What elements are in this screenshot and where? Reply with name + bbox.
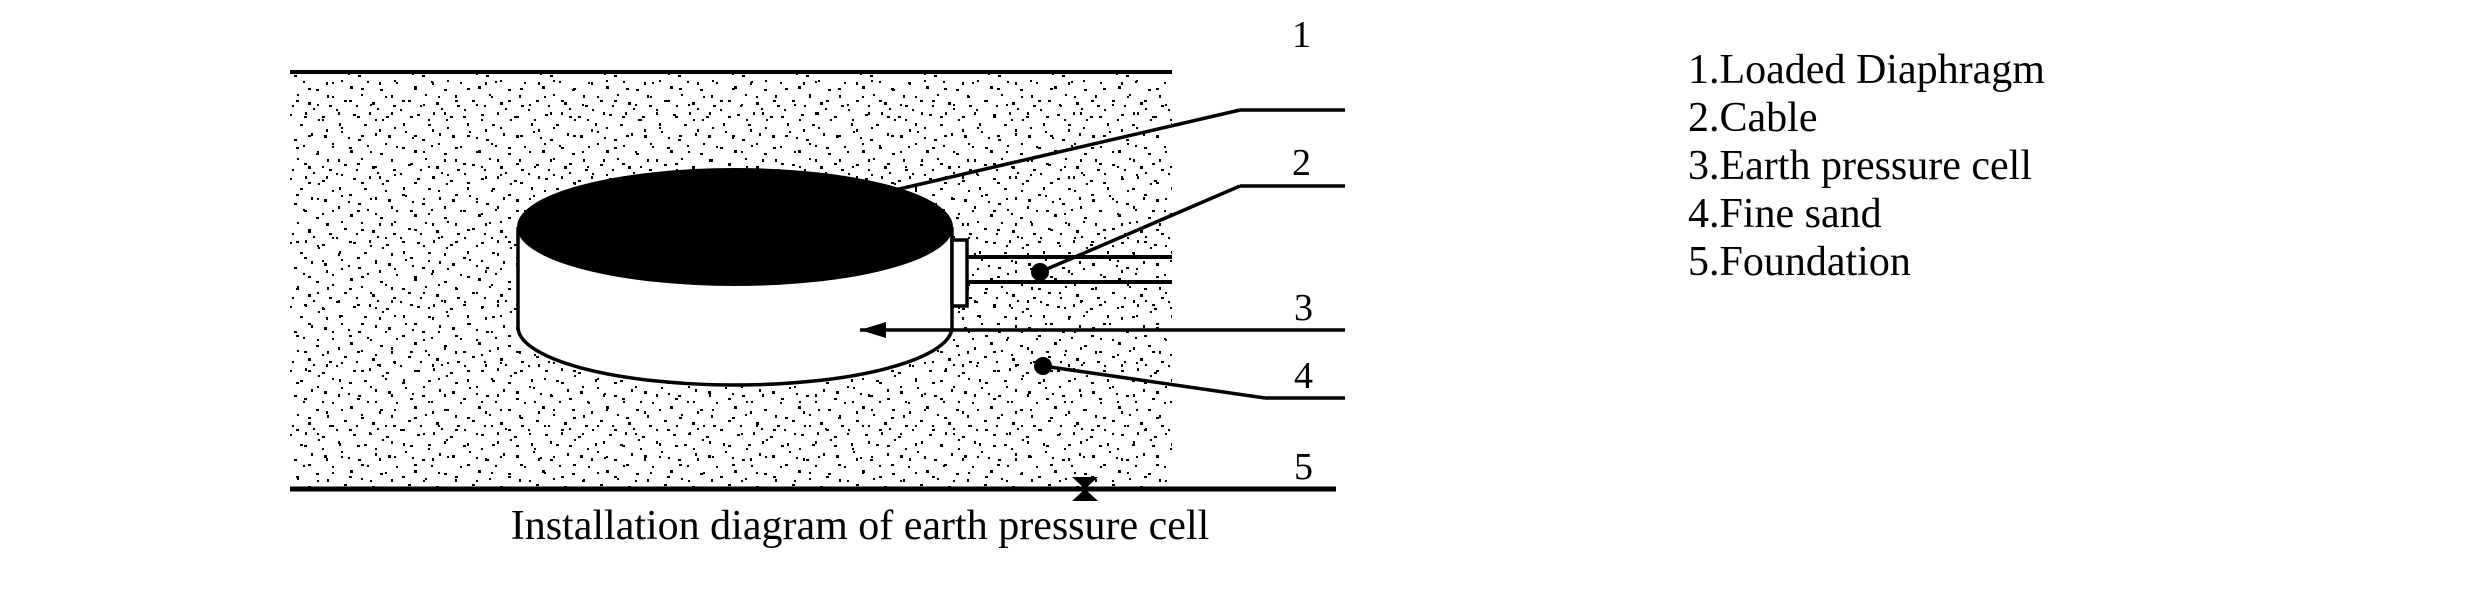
legend-item-1: 1.Loaded Diaphragm [1688, 47, 2045, 93]
figure-caption: Installation diagram of earth pressure c… [510, 503, 1210, 549]
callout-number-3: 3 [1294, 287, 1313, 329]
loaded-diaphragm [517, 168, 953, 286]
leader-line-4 [1034, 357, 1345, 400]
legend-list: 1.Loaded Diaphragm 2.Cable 3.Earth press… [1688, 46, 2428, 286]
cable [966, 255, 1172, 284]
leader-line-3 [860, 322, 1345, 338]
cable-connector-box [950, 238, 969, 308]
callout-number-1: 1 [1292, 14, 1311, 56]
leader-line-1 [894, 108, 1345, 192]
callout-number-5: 5 [1294, 446, 1313, 488]
legend-item-4: 4.Fine sand [1688, 191, 1882, 237]
legend-item-2: 2.Cable [1688, 95, 1818, 141]
callout-number-2: 2 [1292, 142, 1311, 184]
earth-pressure-cell-body [516, 168, 954, 387]
leader-line-2 [1031, 184, 1345, 281]
callout-number-4: 4 [1294, 355, 1313, 397]
legend-item-5: 5.Foundation [1688, 239, 1911, 285]
leader-line-5 [1072, 477, 1098, 501]
legend-item-3: 3.Earth pressure cell [1688, 143, 2033, 189]
